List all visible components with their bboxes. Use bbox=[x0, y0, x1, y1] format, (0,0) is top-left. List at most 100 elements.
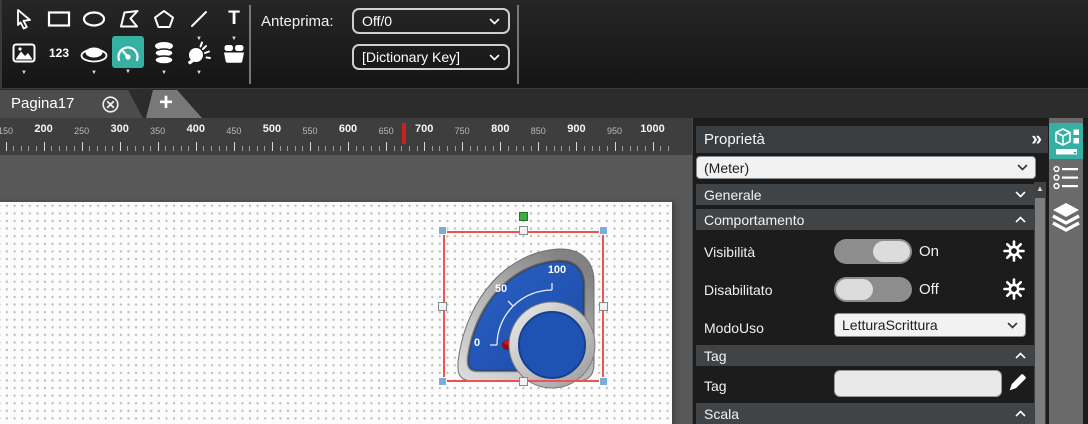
chevron-up-icon bbox=[1015, 410, 1026, 417]
scrollbar-thumb[interactable] bbox=[1035, 198, 1045, 424]
visibility-label: Visibilità bbox=[704, 244, 756, 260]
usage-mode-select[interactable]: LetturaScrittura bbox=[834, 313, 1026, 337]
properties-list-panel-button[interactable] bbox=[1049, 163, 1083, 193]
disabled-toggle[interactable] bbox=[834, 277, 912, 302]
selection-rectangle bbox=[443, 231, 604, 382]
toolbox-cube-icon bbox=[1054, 127, 1079, 154]
selection-handle-se[interactable] bbox=[599, 377, 608, 386]
image-icon bbox=[12, 43, 36, 63]
tab-label: Pagina17 bbox=[11, 95, 75, 112]
page-tab-bar: Pagina17 + bbox=[0, 89, 1088, 118]
database-tool-dropdown-arrow[interactable]: ▼ bbox=[161, 70, 167, 76]
add-page-tab-button[interactable]: + bbox=[146, 90, 202, 118]
button-tool-dropdown-arrow[interactable]: ▼ bbox=[91, 70, 97, 76]
select-tool-button[interactable] bbox=[8, 3, 40, 35]
tag-label: Tag bbox=[704, 378, 727, 394]
properties-title: Proprietà bbox=[704, 131, 765, 148]
meter-tool-dropdown-arrow[interactable]: ▼ bbox=[125, 69, 131, 75]
section-generale[interactable]: Generale bbox=[696, 184, 1034, 205]
selection-handle-ne[interactable] bbox=[599, 226, 608, 235]
polygon-tool-button[interactable] bbox=[113, 3, 145, 35]
lamp-tool-button[interactable]: ▼ bbox=[183, 37, 215, 76]
toggle-knob bbox=[873, 241, 910, 262]
panel-scrollbar[interactable]: ▲ bbox=[1034, 182, 1046, 424]
selection-handle-sw[interactable] bbox=[438, 377, 447, 386]
line-icon bbox=[191, 11, 207, 27]
object-selector-value: (Meter) bbox=[704, 159, 750, 176]
section-tag[interactable]: Tag bbox=[696, 345, 1034, 366]
preview-mode-value: Off/0 bbox=[362, 13, 393, 29]
toolbox-panel-button[interactable] bbox=[1049, 123, 1083, 159]
visibility-toggle[interactable] bbox=[834, 239, 912, 264]
preview-mode-select[interactable]: Off/0 bbox=[352, 8, 510, 34]
section-scala[interactable]: Scala bbox=[696, 403, 1034, 424]
meter-gauge-icon bbox=[117, 46, 139, 62]
chevron-up-icon bbox=[1015, 352, 1026, 359]
plus-icon: + bbox=[158, 89, 173, 116]
gear-icon[interactable] bbox=[1003, 278, 1025, 300]
layers-panel-button[interactable] bbox=[1049, 196, 1083, 238]
pentagon-icon bbox=[154, 10, 174, 28]
database-tool-button[interactable]: ▼ bbox=[148, 37, 180, 76]
properties-header: Proprietà » bbox=[696, 126, 1048, 153]
button-tool-button[interactable]: ▼ bbox=[78, 37, 110, 76]
side-icon-strip bbox=[1049, 118, 1083, 424]
text-tool-button[interactable]: T ▼ bbox=[218, 3, 250, 42]
visibility-state: On bbox=[919, 243, 940, 260]
cursor-icon bbox=[17, 9, 31, 30]
rotation-handle[interactable] bbox=[519, 212, 528, 221]
lamp-icon bbox=[188, 41, 211, 65]
selection-handle-s[interactable] bbox=[519, 377, 528, 386]
chevron-down-icon bbox=[489, 18, 500, 25]
section-label: Generale bbox=[704, 186, 762, 203]
disabled-label: Disabilitato bbox=[704, 282, 773, 298]
polygon-icon bbox=[120, 10, 139, 28]
meter-tool-button[interactable]: ▼ bbox=[112, 36, 144, 75]
tab-pagina17[interactable]: Pagina17 bbox=[0, 90, 143, 118]
numeric-display-tool-button[interactable]: 123 bbox=[43, 37, 75, 69]
design-canvas[interactable]: 0 50 100 bbox=[0, 155, 692, 424]
collapse-panel-button[interactable]: » bbox=[1031, 128, 1041, 150]
basket-tool-button[interactable] bbox=[218, 37, 250, 69]
rectangle-tool-button[interactable] bbox=[43, 3, 75, 35]
dictionary-key-select[interactable]: [Dictionary Key] bbox=[352, 44, 510, 70]
section-label: Tag bbox=[704, 347, 727, 364]
disabled-state: Off bbox=[919, 281, 939, 298]
properties-panel: Proprietà » (Meter) Generale Comportamen… bbox=[692, 118, 1088, 424]
selection-handle-n[interactable] bbox=[519, 226, 528, 235]
gauge-label-100: 100 bbox=[548, 264, 566, 276]
pencil-icon[interactable] bbox=[1007, 372, 1028, 393]
gear-icon[interactable] bbox=[1003, 240, 1025, 262]
image-tool-button[interactable]: ▼ bbox=[8, 37, 40, 76]
selection-handle-w[interactable] bbox=[438, 302, 447, 311]
image-tool-dropdown-arrow[interactable]: ▼ bbox=[21, 70, 27, 76]
chevron-up-icon bbox=[1015, 216, 1026, 223]
tag-input[interactable] bbox=[834, 370, 1002, 397]
text-tool-dropdown-arrow[interactable]: ▼ bbox=[231, 36, 237, 42]
text-tool-icon: T bbox=[228, 8, 240, 29]
basket-icon bbox=[224, 45, 244, 63]
close-tab-icon[interactable] bbox=[102, 96, 119, 113]
pentagon-tool-button[interactable] bbox=[148, 3, 180, 35]
usage-mode-value: LetturaScrittura bbox=[842, 317, 938, 333]
gauge-label-0: 0 bbox=[474, 337, 480, 349]
toolbar: ▼ T ▼ ▼ 123 ▼ ▼ ▼ ▼ bbox=[0, 0, 1088, 89]
selection-handle-e[interactable] bbox=[599, 302, 608, 311]
section-comportamento[interactable]: Comportamento bbox=[696, 209, 1034, 230]
meter-widget[interactable]: 0 50 100 bbox=[450, 232, 603, 390]
selection-handle-nw[interactable] bbox=[438, 226, 447, 235]
ellipse-tool-button[interactable] bbox=[78, 3, 110, 35]
rectangle-icon bbox=[47, 11, 71, 27]
lamp-tool-dropdown-arrow[interactable]: ▼ bbox=[196, 70, 202, 76]
line-tool-dropdown-arrow[interactable]: ▼ bbox=[196, 36, 202, 42]
layers-icon bbox=[1052, 202, 1080, 232]
scroll-up-icon[interactable]: ▲ bbox=[1036, 184, 1044, 193]
ellipse-icon bbox=[82, 11, 106, 27]
toolbar-divider bbox=[249, 5, 251, 84]
object-selector[interactable]: (Meter) bbox=[696, 156, 1036, 179]
toolbar-divider bbox=[517, 5, 519, 84]
line-tool-button[interactable]: ▼ bbox=[183, 3, 215, 42]
section-label: Comportamento bbox=[704, 211, 805, 228]
gauge-label-50: 50 bbox=[495, 283, 507, 295]
